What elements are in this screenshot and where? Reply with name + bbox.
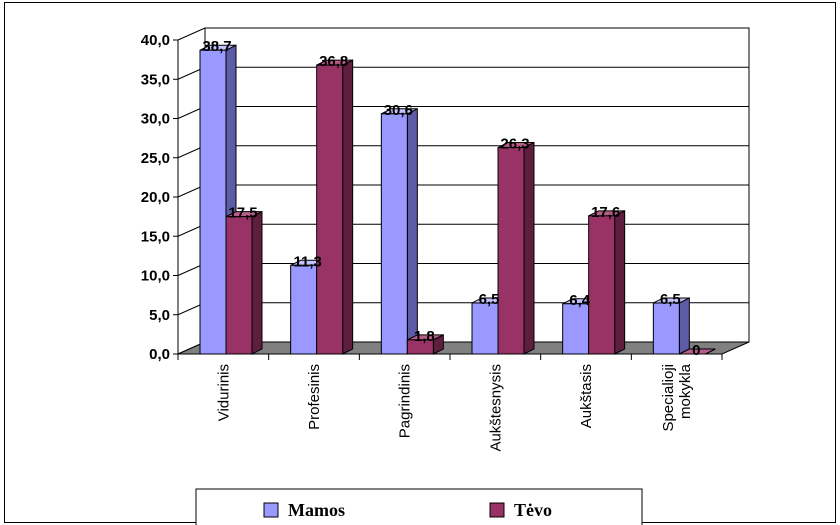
bar-mamos-front	[562, 303, 590, 355]
y-tick-label: 0,0	[149, 346, 170, 363]
bar-tevo-side	[342, 59, 354, 355]
y-tick-label: 15,0	[141, 228, 170, 245]
bar-tevo-front	[588, 215, 616, 355]
bar-tevo-side	[523, 141, 535, 355]
bar-tevo-front	[497, 147, 525, 355]
y-tick-labels: 0,0 5,0 10,0 15,0 20,0 25,0 30,0 35,0 40,0	[141, 32, 170, 363]
data-label-mamos: 38,7	[202, 38, 231, 55]
data-label-tevo: 17,5	[228, 205, 257, 222]
legend-box	[195, 488, 643, 525]
bar-tevo	[497, 141, 535, 355]
legend-label-tevo: Tėvo	[514, 500, 552, 520]
data-label-tevo: 36,8	[319, 53, 348, 70]
x-category-label: Aukštesnysis	[487, 364, 504, 452]
data-label-mamos: 11,3	[293, 253, 321, 270]
data-label-mamos: 30,6	[384, 102, 413, 119]
legend: Mamos Tėvo	[195, 488, 643, 525]
bar-tevo	[316, 59, 354, 355]
x-category-label: Profesinis	[306, 364, 323, 430]
y-tick-label: 30,0	[141, 111, 170, 128]
legend-label-mamos: Mamos	[288, 500, 345, 520]
y-tick-label: 35,0	[141, 71, 170, 88]
data-label-tevo: 26,3	[500, 136, 529, 153]
y-tick-label: 20,0	[141, 189, 170, 206]
x-category-label: Specialioji	[660, 364, 677, 432]
bar-mamos-side	[406, 107, 418, 355]
data-label-tevo: 0	[692, 342, 700, 359]
x-category-label: Aukštasis	[578, 364, 595, 428]
bar-mamos-side	[678, 297, 690, 355]
x-category-label: Pagrindinis	[397, 364, 414, 438]
bar-tevo-side	[251, 210, 263, 355]
bar-mamos	[380, 107, 418, 355]
bar-tevo	[406, 334, 444, 355]
bar-tevo	[588, 210, 626, 355]
bar-mamos-front	[380, 113, 408, 355]
data-label-mamos: 6,5	[660, 291, 681, 308]
legend-swatch-mamos	[263, 502, 279, 518]
bar-tevo-front	[225, 216, 253, 355]
legend-swatch-tevo	[489, 502, 505, 518]
bar-tevo-top	[679, 348, 716, 355]
bar-mamos-front	[471, 302, 499, 355]
bar-tevo-front	[316, 64, 344, 355]
data-label-tevo: 17,6	[591, 204, 620, 221]
bar-tevo	[225, 210, 263, 355]
bar-mamos-front	[652, 302, 680, 355]
bar-tevo-front	[406, 339, 434, 355]
bars	[199, 44, 716, 355]
bar-mamos-front	[290, 264, 318, 355]
y-tick-label: 10,0	[141, 268, 170, 285]
bar-tevo-side	[614, 210, 626, 355]
x-category-label: Vidurinis	[215, 364, 232, 421]
data-labels: 38,7 17,5 11,3 36,8 30,6 1,8 6,5 26,3 6,4 17,6 6,5…	[202, 38, 700, 359]
gridline-side	[177, 27, 206, 41]
x-category-label: mokykla	[677, 363, 694, 419]
bar-mamos-front	[199, 49, 227, 355]
y-tick-label: 40,0	[141, 32, 170, 49]
data-label-tevo: 1,8	[414, 328, 435, 345]
data-label-mamos: 6,4	[569, 292, 591, 309]
data-label-mamos: 6,5	[479, 291, 500, 308]
y-tick-label: 25,0	[141, 150, 170, 167]
x-category-labels: Vidurinis Profesinis Pagrindinis Aukštesnys…	[215, 363, 694, 451]
y-tick-label: 5,0	[149, 307, 170, 324]
bar-tevo	[679, 348, 716, 355]
